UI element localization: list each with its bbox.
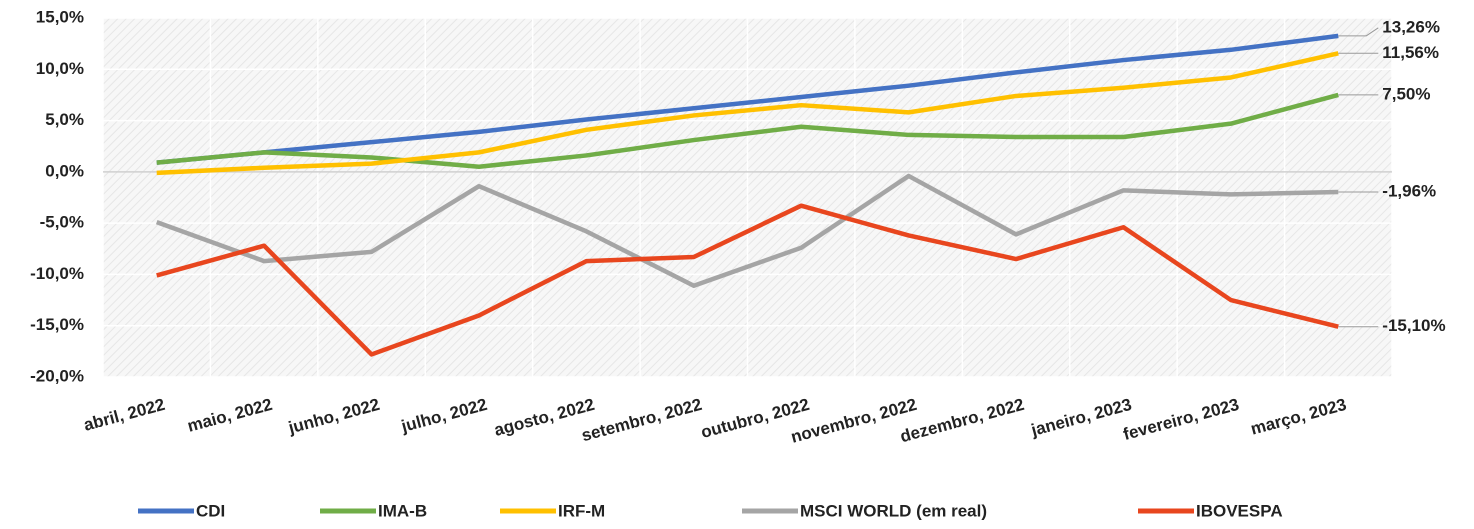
series-line (156, 33, 1339, 165)
y-tick-label: -5,0% (40, 213, 84, 232)
value-label: 7,50% (1382, 84, 1430, 103)
label-leader (1338, 27, 1379, 37)
value-label: -15,10% (1382, 316, 1445, 335)
x-tick-label: maio, 2022 (185, 395, 274, 436)
y-tick-label: -15,0% (30, 315, 84, 334)
legend-label: CDI (196, 501, 225, 520)
x-tick-label: julho, 2022 (398, 395, 489, 436)
x-tick-label: junho, 2022 (286, 395, 382, 438)
legend-label: MSCI WORLD (em real) (800, 501, 987, 520)
value-label: 11,56% (1382, 43, 1439, 62)
x-tick-label: abril, 2022 (82, 395, 167, 435)
series-line (156, 92, 1339, 169)
x-tick-label: dezembro, 2022 (898, 395, 1026, 446)
value-label: 13,26% (1382, 17, 1440, 36)
y-tick-label: 15,0% (36, 7, 84, 26)
series-line (155, 173, 1339, 288)
y-tick-label: 0,0% (45, 161, 84, 180)
y-tick-label: 5,0% (45, 110, 84, 129)
legend-label: IRF-M (558, 501, 605, 520)
x-tick-label: setembro, 2022 (579, 395, 703, 445)
legend-label: IBOVESPA (1196, 501, 1283, 520)
y-tick-label: -20,0% (30, 366, 84, 385)
y-tick-label: 10,0% (36, 59, 84, 78)
series-line (156, 51, 1339, 176)
x-tick-label: março, 2023 (1249, 395, 1349, 439)
legend-label: IMA-B (378, 501, 427, 520)
x-tick-label: fevereiro, 2023 (1121, 395, 1241, 444)
series-line (156, 203, 1339, 357)
x-tick-label: janeiro, 2023 (1028, 395, 1133, 440)
value-label: -1,96% (1382, 181, 1436, 200)
y-tick-label: -10,0% (30, 264, 84, 283)
